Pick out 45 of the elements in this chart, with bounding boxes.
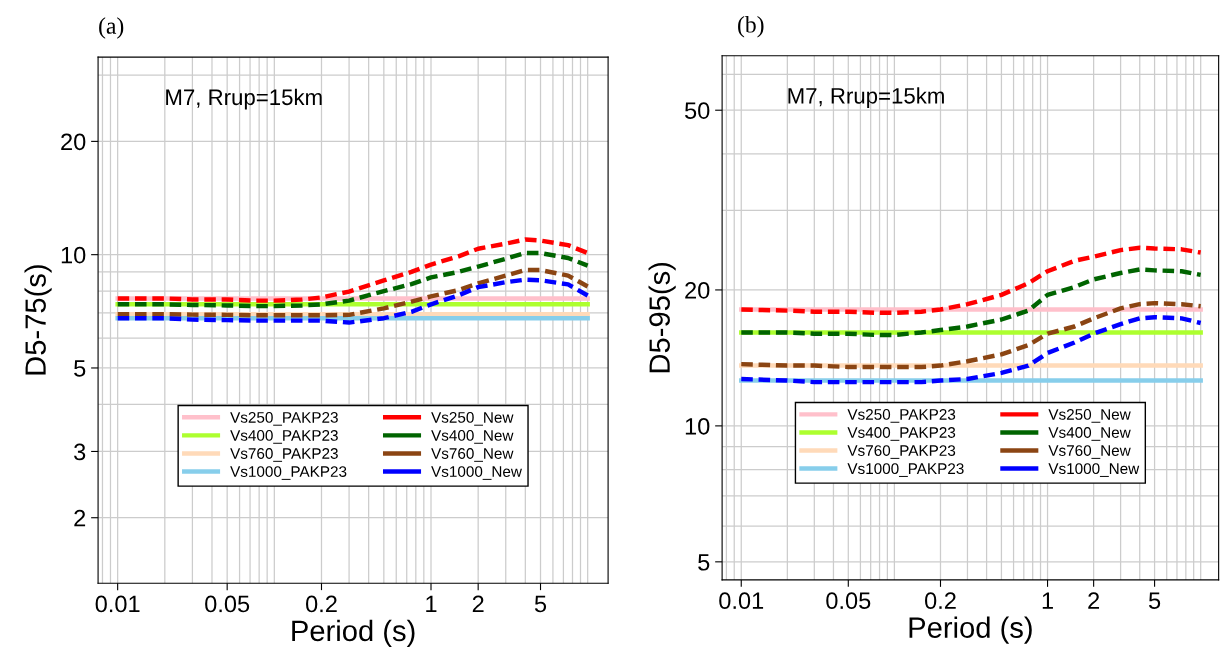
legend-label: Vs760_PAKP23 <box>230 448 338 462</box>
legend-label: Vs1000_PAKP23 <box>230 466 347 480</box>
x-tick-label: 1 <box>426 595 437 613</box>
y-tick-label: 20 <box>685 282 710 299</box>
x-tick-label: 0.01 <box>95 595 140 613</box>
x-tick-label: 0.2 <box>306 595 337 613</box>
x-tick-label: 2 <box>472 595 484 613</box>
legend-label: Vs760_New <box>1048 445 1131 459</box>
y-tick-label: 20 <box>61 133 86 151</box>
legend-label: Vs1000_PAKP23 <box>847 463 964 477</box>
chart-title: (a) <box>99 17 124 39</box>
x-tick-label: 0.01 <box>719 592 764 610</box>
legend-label: Vs250_New <box>1048 409 1131 423</box>
x-tick-label: 2 <box>1088 592 1100 609</box>
legend-label: Vs400_New <box>431 430 514 444</box>
y-tick-label: 5 <box>74 360 86 377</box>
legend-label: Vs250_PAKP23 <box>230 411 338 426</box>
x-tick-label: 1 <box>1042 592 1053 609</box>
legend-label: Vs250_New <box>431 411 514 426</box>
x-tick-label: 0.2 <box>925 592 956 610</box>
x-tick-label: 5 <box>534 595 547 613</box>
legend-label: Vs400_PAKP23 <box>847 427 956 441</box>
y-tick-label: 10 <box>685 417 710 435</box>
legend-label: Vs250_PAKP23 <box>847 409 956 423</box>
legend-label: Vs400_New <box>1048 427 1131 441</box>
legend-label: Vs1000_New <box>1048 463 1140 477</box>
annotation: M7, Rrup=15km <box>788 87 944 109</box>
y-axis-title: D5-95(s) <box>648 262 676 373</box>
legend-label: Vs760_New <box>431 448 514 462</box>
legend-label: Vs400_PAKP23 <box>230 430 338 444</box>
y-axis-title: D5-75(s) <box>24 265 52 375</box>
y-tick-label: 50 <box>684 102 710 119</box>
x-tick-label: 5 <box>1148 592 1161 610</box>
chart-title: (b) <box>738 16 764 38</box>
x-tick-label: 0.05 <box>205 595 250 613</box>
y-tick-label: 3 <box>74 443 86 461</box>
annotation: M7, Rrup=15km <box>166 88 322 110</box>
x-tick-label: 0.05 <box>826 592 871 610</box>
y-tick-label: 10 <box>61 246 86 264</box>
legend-label: Vs1000_New <box>431 466 522 480</box>
x-axis-title: Period (s) <box>292 619 415 647</box>
legend-label: Vs760_PAKP23 <box>847 445 956 459</box>
y-tick-label: 5 <box>698 554 710 571</box>
x-axis-title: Period (s) <box>909 616 1032 644</box>
y-tick-label: 2 <box>74 509 86 527</box>
